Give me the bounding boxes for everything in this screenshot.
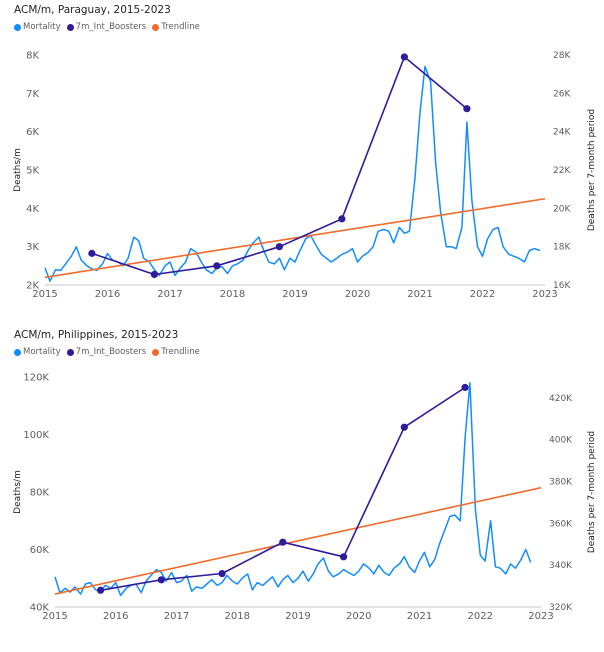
legend-dot-boosters [66,348,74,356]
data-point-boosters [213,262,221,270]
legend-label-trendline: Trendline [161,22,200,32]
series-line-boosters [91,56,468,276]
chart-svg: 40K 60K 80K 100K 120K 320K 340K 360K 380K 400K 420… [13,373,597,623]
x-tick-label: 2017 [164,611,189,622]
legend-item-boosters[interactable]: 7m_Int_Boosters [66,22,147,32]
y2-tick-label: 420K [549,394,573,404]
data-point-boosters [218,569,226,578]
x-tick-label: 2022 [468,611,493,622]
data-point-boosters [88,249,96,257]
x-tick-label: 2020 [345,289,370,300]
legend-item-trendline[interactable]: Trendline [152,347,200,357]
legend-dot-mortality [14,348,21,356]
x-tick-label: 2023 [532,289,557,300]
legend-label-boosters: 7m_Int_Boosters [75,22,147,32]
data-point-boosters [400,53,408,61]
y2-tick-label: 360K [549,519,573,529]
x-tick-label: 2016 [95,289,120,300]
data-point-boosters [463,105,471,113]
x-tick-label: 2021 [407,611,432,622]
chart-legend: Mortality 7m_Int_Boosters Trendline [14,22,202,32]
y2-tick-label: 20K [553,204,571,214]
legend-item-boosters[interactable]: 7m_Int_Boosters [66,347,147,357]
legend-label-mortality: Mortality [23,347,61,357]
data-point-boosters [461,383,469,392]
y2-tick-label: 340K [549,561,573,571]
y-tick-label: 60K [30,545,50,556]
chart-panel-philippines: ACM/m, Philippines, 2015-2023 Mortality … [0,325,604,652]
y2-tick-label: 22K [553,166,571,176]
data-point-boosters [279,538,287,546]
data-point-boosters [96,586,105,594]
legend-dot-trendline [152,23,160,31]
x-tick-label: 2019 [282,289,307,300]
y-tick-label: 40K [30,603,50,614]
chart-legend: Mortality 7m_Int_Boosters Trendline [14,347,202,357]
series-line-trendline [44,197,546,279]
legend-item-mortality[interactable]: Mortality [14,347,61,357]
y-axis-label: Deaths/m [13,148,23,192]
x-tick-label: 2015 [32,289,57,300]
legend-dot-mortality [14,23,21,31]
y2-tick-label: 400K [549,436,573,446]
x-tick-label: 2023 [528,611,553,622]
legend-dot-trendline [152,348,160,356]
y2-tick-label: 26K [553,89,571,99]
y-tick-label: 6K [26,127,39,138]
series-line-boosters [100,386,466,592]
series-line-trendline [54,486,542,595]
y2-tick-label: 18K [553,243,571,253]
y-tick-label: 8K [26,51,39,62]
legend-item-mortality[interactable]: Mortality [14,22,61,32]
legend-label-mortality: Mortality [23,22,61,32]
legend-item-trendline[interactable]: Trendline [152,22,200,32]
x-tick-label: 2021 [407,289,432,300]
y2-tick-label: 24K [553,128,571,138]
data-point-boosters [275,243,283,251]
y-tick-label: 5K [26,166,39,177]
y2-tick-label: 380K [549,478,573,488]
x-tick-label: 2016 [103,611,128,622]
legend-label-trendline: Trendline [161,347,200,357]
x-tick-label: 2020 [346,611,371,622]
y-axis-label: Deaths/m [13,470,23,514]
data-point-boosters [150,270,158,279]
x-tick-label: 2017 [157,289,182,300]
x-tick-label: 2018 [225,611,250,622]
y2-tick-label: 16K [553,281,571,291]
y-tick-label: 2K [26,281,39,292]
data-point-boosters [338,215,346,223]
chart-panel-paraguay: ACM/m, Paraguay, 2015-2023 Mortality 7m_… [0,0,604,325]
y-tick-label: 120K [23,373,49,384]
legend-label-boosters: 7m_Int_Boosters [75,347,147,357]
chart-title: ACM/m, Philippines, 2015-2023 [14,329,179,341]
y2-tick-label: 28K [553,51,571,61]
x-tick-label: 2015 [42,611,67,622]
chart-title: ACM/m, Paraguay, 2015-2023 [14,4,171,16]
y-tick-label: 80K [30,488,50,499]
y-tick-label: 7K [26,89,39,100]
series-line-mortality [54,382,532,597]
y-tick-label: 3K [26,242,39,253]
y2-tick-label: 320K [549,603,573,613]
x-tick-label: 2018 [220,289,245,300]
legend-dot-boosters [66,23,74,31]
x-tick-label: 2019 [285,611,310,622]
y-tick-label: 4K [26,204,39,215]
y-tick-label: 100K [23,430,49,441]
y2-axis-label: Deaths per 7-month period [587,109,597,231]
data-point-boosters [157,576,165,584]
x-tick-label: 2022 [470,289,495,300]
series-line-mortality [44,65,541,282]
data-point-boosters [339,553,348,561]
data-point-boosters [400,423,408,431]
y2-axis-label: Deaths per 7-month period [587,431,597,553]
chart-svg: 2K 3K 4K 5K 6K 7K 8K 16K 18K 20K 22K 24K 26K 28K 2015 2… [13,51,597,301]
